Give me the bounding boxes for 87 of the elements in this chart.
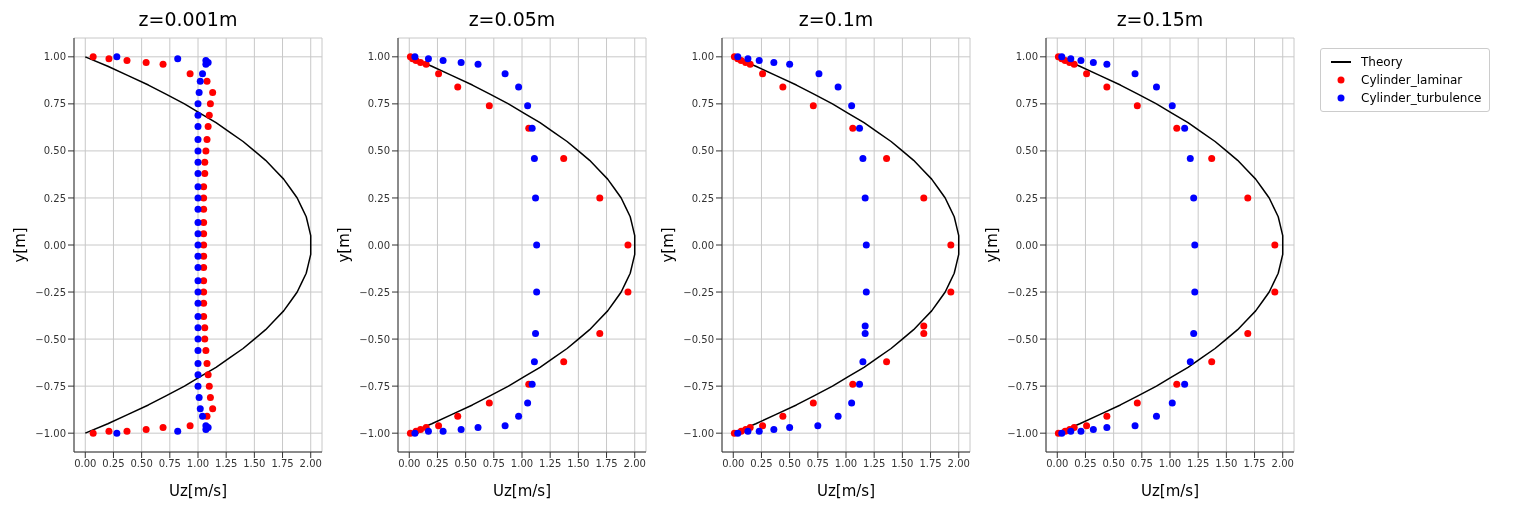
y-tick-label: 0.75 bbox=[1015, 98, 1038, 110]
x-axis-title: Uz[m/s] bbox=[168, 482, 228, 500]
chart-title: z=0.001m bbox=[137, 8, 239, 32]
x-tick-label: 1.25 bbox=[215, 458, 238, 470]
x-tick-label: 1.50 bbox=[1215, 458, 1238, 470]
y-tick-label: −1.00 bbox=[359, 427, 390, 439]
x-tick-label: 1.50 bbox=[243, 458, 266, 470]
x-tick-label: 1.50 bbox=[567, 458, 590, 470]
x-tick-label: 1.75 bbox=[919, 458, 942, 470]
y-tick-label: 1.00 bbox=[43, 51, 66, 63]
x-tick-label: 0.75 bbox=[1130, 458, 1153, 470]
y-tick-label: −0.50 bbox=[35, 333, 66, 345]
y-axis-title: y[m] bbox=[983, 227, 1002, 263]
y-tick-label: −1.00 bbox=[683, 427, 714, 439]
y-tick-label: −1.00 bbox=[35, 427, 66, 439]
x-tick-label: 2.00 bbox=[299, 458, 322, 470]
y-axis-title: y[m] bbox=[335, 227, 354, 263]
y-tick-label: 0.75 bbox=[691, 98, 714, 110]
legend-label: Cylinder_laminar bbox=[1361, 73, 1463, 87]
x-tick-label: 1.00 bbox=[510, 458, 534, 470]
x-tick-label: 0.00 bbox=[74, 458, 97, 470]
y-tick-label: −0.50 bbox=[683, 333, 714, 345]
y-tick-label: 0.25 bbox=[691, 192, 714, 204]
y-tick-label: 1.00 bbox=[691, 51, 714, 63]
y-tick-label: 0.50 bbox=[43, 145, 66, 157]
chart-title: z=0.15m bbox=[1115, 8, 1205, 32]
x-tick-label: 0.75 bbox=[806, 458, 829, 470]
y-tick-label: −0.25 bbox=[683, 286, 714, 298]
y-tick-label: −0.75 bbox=[359, 380, 390, 392]
x-tick-label: 0.25 bbox=[1074, 458, 1097, 470]
x-tick-label: 1.00 bbox=[1158, 458, 1182, 470]
legend-label: Cylinder_turbulence bbox=[1361, 91, 1482, 105]
x-tick-label: 0.00 bbox=[1046, 458, 1069, 470]
x-tick-label: 1.75 bbox=[595, 458, 618, 470]
y-tick-label: 1.00 bbox=[367, 51, 390, 63]
y-tick-label: 0.50 bbox=[1015, 145, 1038, 157]
x-axis-title: Uz[m/s] bbox=[1140, 482, 1200, 500]
x-tick-label: 0.50 bbox=[778, 458, 801, 470]
y-tick-label: −0.50 bbox=[359, 333, 390, 345]
x-tick-label: 0.50 bbox=[454, 458, 477, 470]
y-tick-label: 0.00 bbox=[1015, 239, 1038, 251]
y-tick-label: −1.00 bbox=[1007, 427, 1038, 439]
x-tick-label: 0.25 bbox=[426, 458, 449, 470]
y-tick-label: 0.50 bbox=[691, 145, 714, 157]
y-tick-label: −0.25 bbox=[1007, 286, 1038, 298]
x-tick-label: 0.00 bbox=[398, 458, 421, 470]
y-axis-title: y[m] bbox=[11, 227, 30, 263]
y-axis-title: y[m] bbox=[659, 227, 678, 263]
y-tick-label: 0.25 bbox=[43, 192, 66, 204]
x-tick-label: 0.75 bbox=[158, 458, 181, 470]
chart-title: z=0.1m bbox=[797, 8, 875, 32]
x-tick-label: 1.25 bbox=[539, 458, 562, 470]
x-tick-label: 0.50 bbox=[130, 458, 153, 470]
y-tick-label: −0.25 bbox=[359, 286, 390, 298]
y-tick-label: 0.50 bbox=[367, 145, 390, 157]
x-tick-label: 2.00 bbox=[623, 458, 646, 470]
y-tick-label: −0.50 bbox=[1007, 333, 1038, 345]
y-tick-label: 0.75 bbox=[367, 98, 390, 110]
x-tick-label: 1.00 bbox=[834, 458, 858, 470]
y-tick-label: −0.75 bbox=[35, 380, 66, 392]
chart-title: z=0.05m bbox=[467, 8, 557, 32]
x-tick-label: 1.50 bbox=[891, 458, 914, 470]
y-tick-label: −0.75 bbox=[1007, 380, 1038, 392]
y-tick-label: 0.00 bbox=[367, 239, 390, 251]
x-tick-label: 1.25 bbox=[1187, 458, 1210, 470]
x-tick-label: 2.00 bbox=[947, 458, 970, 470]
y-tick-label: 0.25 bbox=[367, 192, 390, 204]
y-tick-label: 0.25 bbox=[1015, 192, 1038, 204]
x-tick-label: 0.25 bbox=[102, 458, 125, 470]
x-tick-label: 0.25 bbox=[750, 458, 773, 470]
x-tick-label: 1.75 bbox=[271, 458, 294, 470]
x-tick-label: 1.00 bbox=[186, 458, 210, 470]
x-tick-label: 0.75 bbox=[482, 458, 505, 470]
x-tick-label: 2.00 bbox=[1271, 458, 1294, 470]
x-axis-title: Uz[m/s] bbox=[492, 482, 552, 500]
y-tick-label: 1.00 bbox=[1015, 51, 1038, 63]
y-tick-label: −0.75 bbox=[683, 380, 714, 392]
y-tick-label: 0.75 bbox=[43, 98, 66, 110]
x-axis-title: Uz[m/s] bbox=[816, 482, 876, 500]
y-tick-label: 0.00 bbox=[43, 239, 66, 251]
x-tick-label: 0.50 bbox=[1102, 458, 1125, 470]
y-tick-label: 0.00 bbox=[691, 239, 714, 251]
x-tick-label: 0.00 bbox=[722, 458, 745, 470]
y-tick-label: −0.25 bbox=[35, 286, 66, 298]
x-tick-label: 1.25 bbox=[863, 458, 886, 470]
legend-label: Theory bbox=[1361, 55, 1403, 69]
x-tick-label: 1.75 bbox=[1243, 458, 1266, 470]
